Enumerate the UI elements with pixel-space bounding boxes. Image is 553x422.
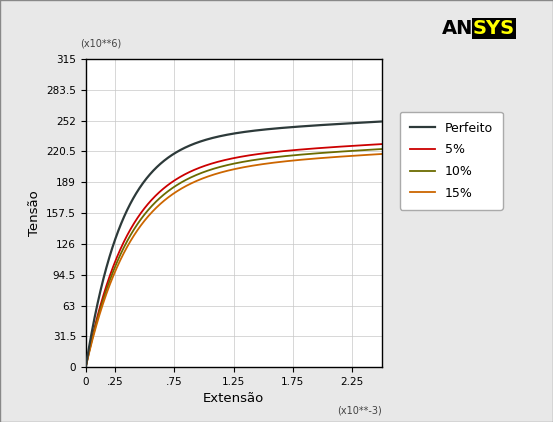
- Text: (x10**6): (x10**6): [80, 38, 121, 48]
- Text: AN: AN: [442, 19, 474, 38]
- 15%: [135, 227, 142, 232]
- Perfeito: [135, 188, 142, 193]
- 10%: [82, 365, 89, 370]
- 5%: [280, 149, 286, 154]
- Line: 15%: 15%: [86, 154, 382, 367]
- Text: (x10**-3): (x10**-3): [337, 406, 382, 416]
- 15%: [159, 200, 165, 205]
- 5%: [378, 141, 385, 146]
- 10%: [305, 151, 312, 157]
- Perfeito: [159, 160, 165, 165]
- 5%: [82, 365, 89, 370]
- 15%: [378, 151, 385, 157]
- Perfeito: [378, 119, 385, 124]
- X-axis label: Extensão: Extensão: [203, 392, 264, 406]
- 10%: [378, 146, 385, 151]
- Line: Perfeito: Perfeito: [86, 122, 382, 367]
- 10%: [280, 154, 286, 159]
- 5%: [305, 146, 312, 151]
- 15%: [257, 162, 263, 167]
- 10%: [257, 157, 263, 162]
- 15%: [280, 159, 286, 164]
- Legend: Perfeito, 5%, 10%, 15%: Perfeito, 5%, 10%, 15%: [400, 111, 503, 210]
- 10%: [135, 221, 142, 226]
- 5%: [257, 151, 263, 156]
- Perfeito: [82, 365, 89, 370]
- Y-axis label: Tensão: Tensão: [28, 190, 40, 236]
- 5%: [216, 159, 223, 164]
- 15%: [216, 170, 223, 176]
- Perfeito: [257, 127, 263, 133]
- 5%: [135, 214, 142, 219]
- Line: 10%: 10%: [86, 149, 382, 367]
- Perfeito: [216, 134, 223, 139]
- Perfeito: [280, 125, 286, 130]
- 15%: [305, 157, 312, 162]
- Perfeito: [305, 123, 312, 128]
- 10%: [216, 165, 223, 170]
- 5%: [159, 187, 165, 192]
- 15%: [82, 365, 89, 370]
- 10%: [159, 194, 165, 199]
- Line: 5%: 5%: [86, 144, 382, 367]
- Text: SYS: SYS: [473, 19, 515, 38]
